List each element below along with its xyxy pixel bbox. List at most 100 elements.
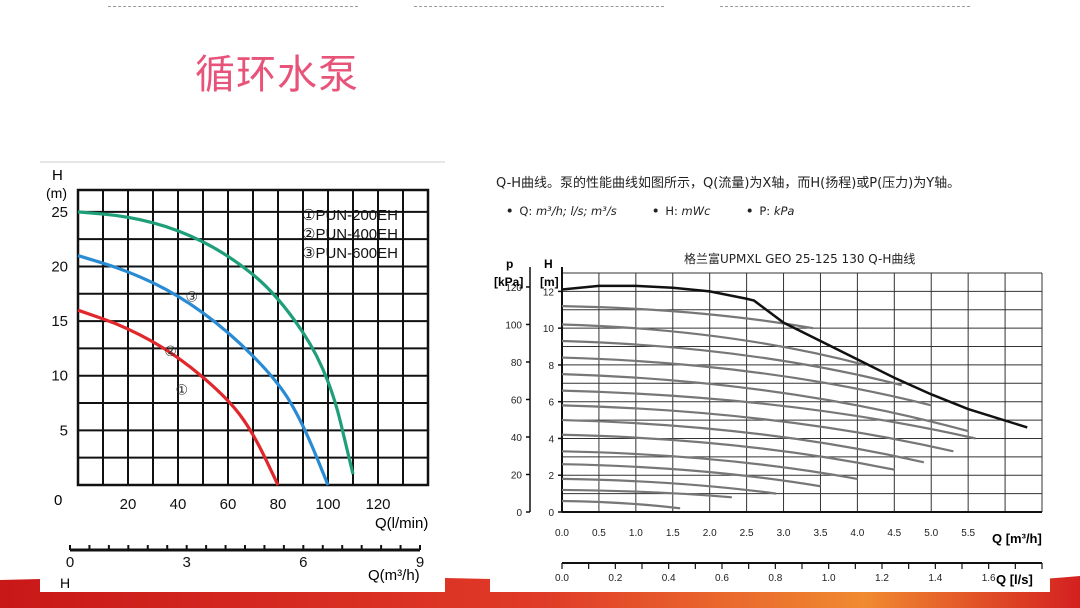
x-tick-label: 1.5 [666,528,680,539]
series-marker-1: ① [175,381,188,397]
x-tick-label: 0.5 [592,528,606,539]
unit-q-label: Q: [519,204,533,218]
x-tick-label: 4.5 [887,528,901,539]
h-tick-label: 6 [548,398,554,409]
ls-tick-label: 1.0 [822,573,836,584]
x-tick-label: 60 [220,496,237,513]
x-tick-label: 0.0 [555,528,569,539]
legend-entry-3: ③PUN-600EH [302,245,398,262]
series-line-3 [77,210,355,475]
unit-p-value: kPa [773,204,795,218]
y-axis-unit: (m) [46,185,67,201]
speed-curve-3 [561,339,902,387]
y-tick-label: 20 [51,258,68,275]
h-axis-label: H [544,257,553,271]
x-axis-label: Q(l/min) [375,515,428,532]
x-tick-label: 5.0 [924,528,938,539]
series-line-1 [77,308,280,486]
ls-tick-label: 0.0 [555,573,569,584]
top-divider-3 [720,6,970,7]
speed-curve-7 [561,404,954,453]
top-divider-2 [414,6,664,7]
speed-curve-6 [561,389,976,440]
secondary-x-tick-label: 6 [299,554,307,571]
ls-tick-label: 1.2 [875,573,889,584]
x-tick-label: 1.0 [629,528,643,539]
unit-q-value: m³/h; l/s; m³/s [535,204,617,218]
x-tick-label: 2.0 [703,528,717,539]
unit-p: • P: kPa [746,204,795,218]
p-tick-label: 40 [511,433,523,444]
slide-title: 循环水泵 [195,52,359,98]
origin-label: 0 [54,492,62,509]
y-tick-label: 10 [51,368,68,385]
secondary-x-tick-label: 0 [66,554,74,571]
upmxl-chart-panel [490,160,1050,592]
x-tick-label: 20 [120,496,137,513]
pun-qh-chart: ① ② ③ 20 40 60 80 100 120 5 10 15 20 25 0 3 6 9 H (m) Q(… [40,161,445,591]
x-tick-label: 5.5 [961,528,975,539]
p-tick-label: 60 [511,395,523,406]
speed-curve-12 [561,477,777,495]
unit-q: • Q: m³/h; l/s; m³/s [506,204,617,218]
upmxl-chart-title: 格兰富UPMXL GEO 25-125 130 Q-H曲线 [684,252,916,266]
speed-curve-5 [561,373,969,433]
legend-entry-2: ②PUN-400EH [302,226,398,243]
speed-curve-14 [561,499,681,510]
x-tick-label: 3.0 [777,528,791,539]
p-tick-label: 100 [505,320,522,331]
p-tick-label: 120 [505,283,522,294]
p-tick-label: 20 [511,470,523,481]
intro-text: Q-H曲线。泵的性能曲线如图所示，Q(流量)为X轴，而H(扬程)或P(压力)为Y… [496,176,961,191]
ls-tick-label: 0.6 [715,573,729,584]
q-m3h-axis-label: Q [m³/h] [992,531,1042,546]
h-tick-label: 8 [548,361,554,372]
x-tick-label: 4.0 [850,528,864,539]
speed-curve-10 [561,450,858,480]
series-marker-2: ② [164,343,177,359]
series-line-2 [77,254,330,486]
speed-curve-4 [561,356,932,407]
ls-tick-label: 0.8 [768,573,782,584]
speed-curve-9 [561,433,895,471]
ls-tick-label: 0.4 [662,573,676,584]
unit-h-value: mWc [681,204,711,218]
y-tick-label: 25 [51,204,68,221]
h-tick-label: 0 [548,508,554,519]
secondary-axis-prefix: H [60,575,70,591]
secondary-x-axis-label: Q(m³/h) [368,567,420,584]
ls-tick-label: 0.2 [608,573,622,584]
p-axis-unit: [kPa] [494,275,523,289]
p-tick-label: 0 [516,508,522,519]
pun-chart-panel: ① ② ③ 20 40 60 80 100 120 5 10 15 20 25 0 3 6 9 H (m) Q(… [40,160,445,592]
x-tick-label: 80 [270,496,287,513]
x-tick-label: 2.5 [740,528,754,539]
speed-curve-13 [561,488,732,499]
p-tick-label: 80 [511,358,523,369]
h-tick-label: 10 [543,324,555,335]
p-axis-label: p [506,257,513,271]
unit-h-label: H: [665,204,678,218]
h-tick-label: 4 [548,434,554,445]
h-tick-label: 2 [548,471,554,482]
series-marker-3: ③ [185,288,198,304]
legend-entry-1: ①PUN-200EH [302,207,398,224]
x-tick-label: 3.5 [814,528,828,539]
secondary-x-tick-label: 3 [182,554,190,571]
ls-tick-label: 1.6 [982,573,996,584]
x-tick-label: 120 [365,496,390,513]
x-tick-label: 40 [170,496,187,513]
y-tick-label: 15 [51,313,68,330]
chart-legend: ①PUN-200EH ②PUN-400EH ③PUN-600EH [302,207,398,262]
secondary-x-tick-label: 9 [416,554,424,571]
h-tick-label: 12 [543,287,555,298]
unit-h: • H: mWc [652,204,711,218]
x-tick-label: 100 [315,496,340,513]
ls-tick-label: 1.4 [928,573,942,584]
max-curve [561,284,1028,429]
speed-curve-8 [561,418,925,464]
y-tick-label: 5 [60,422,68,439]
unit-p-label: P: [759,204,771,218]
q-ls-axis-label: Q [l/s] [996,572,1033,587]
